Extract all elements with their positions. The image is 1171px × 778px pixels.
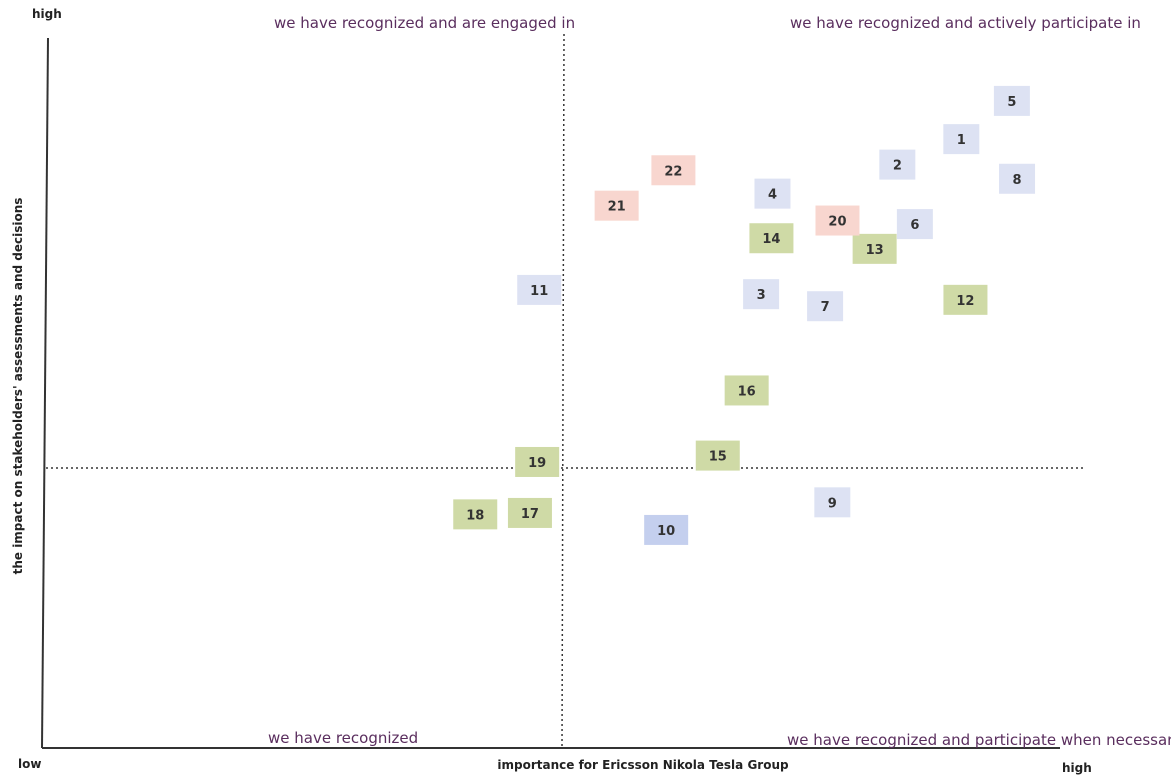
- data-point-19: 19: [515, 446, 560, 477]
- data-point-11: 11: [517, 274, 562, 305]
- x-axis-title: importance for Ericsson Nikola Tesla Gro…: [497, 758, 789, 772]
- data-point-box: [815, 205, 860, 236]
- data-point-1: 1: [943, 124, 980, 155]
- data-point-label: 18: [466, 508, 484, 523]
- data-point-7: 7: [807, 291, 844, 322]
- data-point-15: 15: [695, 440, 740, 471]
- quadrant-label-bottom-right: we have recognized and participate when …: [787, 731, 1171, 749]
- data-point-box: [743, 279, 780, 310]
- data-point-box: [453, 499, 498, 530]
- quadrant-label-bottom-left: we have recognized: [268, 729, 418, 747]
- data-point-14: 14: [749, 223, 794, 254]
- data-point-5: 5: [993, 85, 1030, 116]
- data-point-9: 9: [814, 487, 851, 518]
- data-point-16: 16: [724, 375, 769, 406]
- data-point-box: [594, 190, 639, 221]
- data-point-label: 22: [664, 164, 682, 179]
- vertical-divider: [561, 33, 565, 749]
- data-point-label: 3: [757, 288, 766, 303]
- y-high-label: high: [32, 7, 62, 21]
- data-point-box: [852, 233, 897, 264]
- data-point-3: 3: [743, 279, 780, 310]
- data-point-box: [754, 178, 791, 209]
- data-point-4: 4: [754, 178, 791, 209]
- data-point-18: 18: [453, 499, 498, 530]
- data-point-label: 11: [530, 284, 548, 299]
- data-point-label: 2: [893, 159, 902, 174]
- quadrant-label-top-left: we have recognized and are engaged in: [274, 14, 575, 32]
- data-point-label: 5: [1007, 95, 1016, 110]
- data-point-box: [644, 514, 689, 545]
- data-point-label: 6: [910, 218, 919, 233]
- data-point-label: 14: [762, 232, 780, 247]
- data-point-label: 19: [528, 456, 546, 471]
- data-point-label: 16: [738, 384, 756, 399]
- data-point-box: [943, 124, 980, 155]
- data-point-box: [943, 284, 988, 315]
- data-point-label: 4: [768, 188, 777, 203]
- data-point-label: 8: [1013, 173, 1022, 188]
- data-point-label: 17: [521, 507, 539, 522]
- y-axis: [41, 37, 49, 749]
- data-point-box: [879, 149, 916, 180]
- data-point-box: [507, 497, 552, 528]
- data-point-box: [517, 274, 562, 305]
- data-point-box: [724, 375, 769, 406]
- data-point-17: 17: [507, 497, 552, 528]
- data-point-label: 13: [866, 243, 884, 258]
- data-point-label: 9: [828, 496, 837, 511]
- data-point-label: 10: [657, 524, 675, 539]
- data-point-box: [515, 446, 560, 477]
- data-point-box: [814, 487, 851, 518]
- data-point-8: 8: [999, 163, 1036, 194]
- data-point-10: 10: [644, 514, 689, 545]
- data-point-6: 6: [896, 209, 933, 240]
- quadrant-label-top-right: we have recognized and actively particip…: [790, 14, 1141, 32]
- data-point-box: [807, 291, 844, 322]
- data-point-2: 2: [879, 149, 916, 180]
- data-point-box: [993, 85, 1030, 116]
- data-point-label: 20: [828, 215, 846, 230]
- data-point-box: [999, 163, 1036, 194]
- data-point-box: [651, 155, 696, 186]
- x-low-label: low: [18, 757, 41, 771]
- data-point-label: 21: [608, 200, 626, 215]
- data-point-20: 20: [815, 205, 860, 236]
- data-point-label: 12: [956, 294, 974, 309]
- data-point-21: 21: [594, 190, 639, 221]
- data-point-22: 22: [651, 155, 696, 186]
- y-axis-title: the impact on stakeholders' assessments …: [11, 198, 25, 575]
- data-point-label: 1: [957, 133, 966, 148]
- data-point-box: [749, 223, 794, 254]
- data-point-box: [896, 209, 933, 240]
- data-point-box: [695, 440, 740, 471]
- data-point-13: 13: [852, 233, 897, 264]
- x-high-label: high: [1062, 761, 1092, 775]
- data-point-label: 15: [709, 450, 727, 465]
- data-point-12: 12: [943, 284, 988, 315]
- data-point-label: 7: [821, 300, 830, 315]
